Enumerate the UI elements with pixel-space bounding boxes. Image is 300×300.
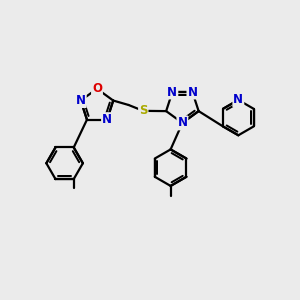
Text: N: N — [167, 85, 177, 98]
Text: N: N — [102, 113, 112, 126]
Text: O: O — [92, 82, 102, 95]
Text: N: N — [233, 93, 243, 106]
Text: S: S — [139, 104, 148, 117]
Text: N: N — [177, 116, 188, 129]
Text: N: N — [76, 94, 86, 107]
Text: N: N — [188, 85, 197, 98]
